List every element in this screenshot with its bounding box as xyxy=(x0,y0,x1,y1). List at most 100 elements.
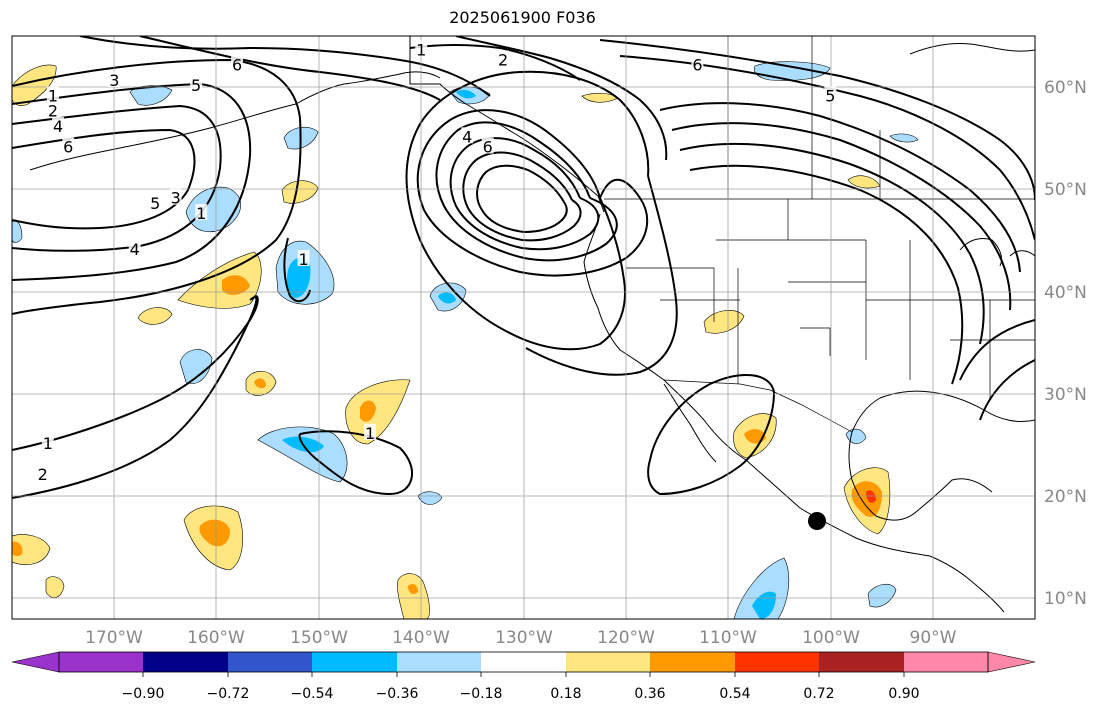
colorbar-tick-label: 0.54 xyxy=(719,686,750,702)
colorbar-segment xyxy=(481,652,566,672)
contour-label: 4 xyxy=(53,117,63,136)
lon-tick-label: 120°W xyxy=(597,628,655,648)
colorbar-extend-min xyxy=(11,651,60,673)
contour-label-bg xyxy=(195,203,208,220)
shade-pos-region xyxy=(281,180,319,204)
border-us-mexico xyxy=(663,379,853,433)
shade-neg-region xyxy=(889,133,919,143)
contour-label-bg xyxy=(824,86,837,103)
colorbar-segment xyxy=(819,652,904,672)
lon-tick-label: 140°W xyxy=(392,628,450,648)
colorbar-segment xyxy=(59,652,143,672)
shade-pos-region xyxy=(137,307,173,325)
coast-central-america xyxy=(929,555,1005,613)
shade-pos-region xyxy=(345,379,411,445)
lon-tick-label: 170°W xyxy=(85,628,143,648)
colorbar: −0.90 −0.72 −0.54 −0.36 −0.18 0.18 0.36 … xyxy=(11,651,1036,702)
shade-neg-region xyxy=(845,428,867,444)
contour-line xyxy=(139,36,441,101)
shade-neg-region xyxy=(179,349,213,384)
contour-line xyxy=(298,430,413,496)
contour-line xyxy=(12,128,196,230)
shade-neg-region xyxy=(257,426,348,483)
colorbar-segment xyxy=(735,652,819,672)
lon-tick-label: 90°W xyxy=(910,628,957,648)
colorbar-segment xyxy=(228,652,312,672)
contour-label-bg xyxy=(415,40,428,57)
colorbar-tick-label: 0.72 xyxy=(803,686,834,702)
contour-label: 1 xyxy=(48,86,58,105)
contour-line xyxy=(647,374,776,496)
contour-label: 6 xyxy=(232,56,242,75)
contour-label: 1 xyxy=(43,434,53,453)
contour-label-bg xyxy=(46,86,59,103)
contour-label: 2 xyxy=(48,102,58,121)
colorbar-segment xyxy=(312,652,397,672)
lat-tick-label: 20°N xyxy=(1044,487,1087,507)
contour-line xyxy=(671,122,1012,311)
contour-label: 6 xyxy=(692,56,702,75)
contour-label-bg xyxy=(108,71,121,88)
contour-label-bg xyxy=(481,137,494,154)
colorbar-segments xyxy=(11,651,1036,673)
shade-pos-region xyxy=(360,400,376,422)
contour-label-bg xyxy=(461,127,474,144)
map-frame xyxy=(11,35,1036,620)
colorbar-segment xyxy=(143,652,228,672)
shade-pos-region xyxy=(12,534,51,565)
contour-line xyxy=(405,70,650,351)
contour-line xyxy=(283,237,311,303)
colorbar-tick-label: 0.90 xyxy=(888,686,919,702)
contour-label: 1 xyxy=(365,424,375,443)
contour-label: 6 xyxy=(63,138,73,157)
shade-pos-region xyxy=(254,378,266,389)
contour-label: 4 xyxy=(462,127,472,146)
shade-pos-region xyxy=(45,576,65,598)
shade-pos-region xyxy=(199,519,230,547)
contour-label: 5 xyxy=(825,86,835,105)
contour-label: 2 xyxy=(38,465,48,484)
contour-label: 6 xyxy=(483,138,493,157)
lat-tick-label: 10°N xyxy=(1044,589,1087,609)
shade-pos-region xyxy=(851,481,882,517)
contour-label-bg xyxy=(128,239,141,256)
contour-label: 2 xyxy=(498,51,508,70)
contour-line xyxy=(12,82,252,281)
colorbar-tick-label: −0.54 xyxy=(291,686,334,702)
contour-label-bg xyxy=(41,434,54,451)
colorbar-extend-max xyxy=(987,651,1036,673)
contour-label-bg xyxy=(62,137,75,154)
colorbar-segment xyxy=(397,652,481,672)
contour-label: 1 xyxy=(196,204,206,223)
contour-line xyxy=(525,175,678,376)
location-marker xyxy=(808,512,826,530)
lon-tick-label: 130°W xyxy=(495,628,553,648)
contour-line xyxy=(679,142,985,345)
contour-label-bg xyxy=(169,188,182,205)
colorbar-tick-label: −0.18 xyxy=(460,686,503,702)
contour-line xyxy=(979,359,1035,421)
contour-label: 3 xyxy=(171,189,181,208)
shade-pos-region xyxy=(397,573,430,619)
coast-gulf xyxy=(848,390,1035,521)
lat-tick-label: 60°N xyxy=(1044,78,1087,98)
colorbar-tick-label: −0.36 xyxy=(376,686,419,702)
contour-line xyxy=(689,164,964,385)
contour-line xyxy=(455,36,668,161)
contour-label-bg xyxy=(364,423,377,440)
contour-label-bg xyxy=(231,55,244,72)
lat-tick-label: 50°N xyxy=(1044,180,1087,200)
contour-line xyxy=(959,319,1035,381)
shade-neg-region xyxy=(733,557,790,619)
colorbar-tick-label: 0.36 xyxy=(634,686,665,702)
contour-line xyxy=(619,55,1035,241)
colorbar-outline xyxy=(58,651,989,673)
lon-tick-label: 150°W xyxy=(290,628,348,648)
contour-label-bg xyxy=(497,50,510,67)
contour-label-bg xyxy=(297,250,310,267)
contour-label: 1 xyxy=(298,250,308,269)
shade-neg-region xyxy=(456,89,476,99)
shade-neg-region xyxy=(752,591,776,619)
contour-line xyxy=(12,296,258,499)
